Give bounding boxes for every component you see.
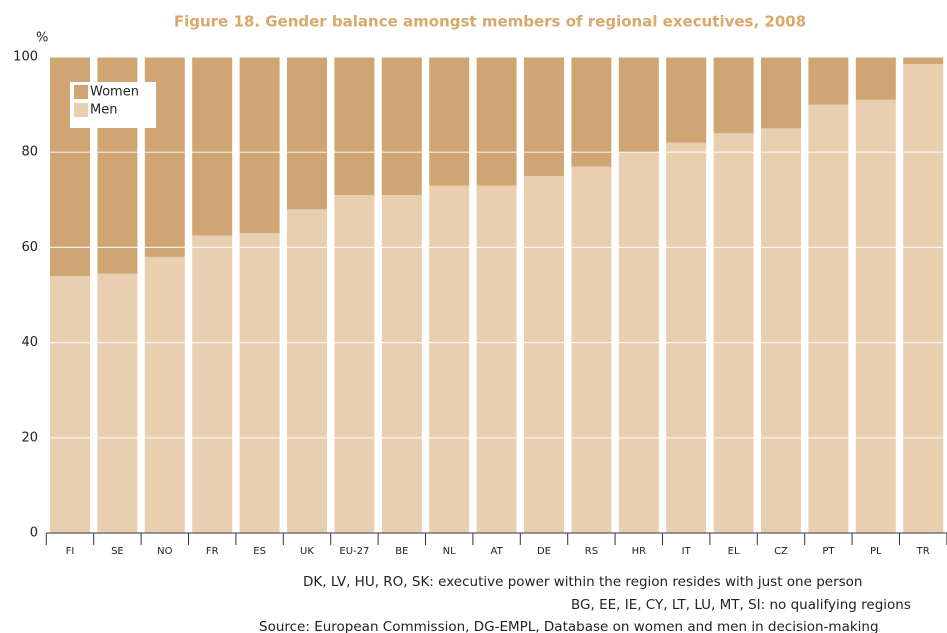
bar-segment xyxy=(855,57,896,100)
x-tick-label: BE xyxy=(395,546,408,557)
bar-segment xyxy=(97,273,138,533)
bar-segment xyxy=(381,57,422,196)
bar-segment xyxy=(666,57,707,143)
note: DK, LV, HU, RO, SK: executive power with… xyxy=(303,574,863,590)
x-tick-label: DE xyxy=(537,546,551,557)
bar-segment xyxy=(239,233,280,533)
bar-segment xyxy=(381,195,422,534)
bar-segment xyxy=(144,256,185,533)
x-tick-label: EL xyxy=(728,546,740,557)
bar-segment xyxy=(192,235,233,533)
x-tick-label: AT xyxy=(491,546,504,557)
bar-segment xyxy=(666,142,707,533)
x-tick-label: RS xyxy=(585,546,598,557)
x-tick-label: NO xyxy=(157,546,172,557)
bar-segment xyxy=(571,166,612,534)
y-tick-label: 20 xyxy=(21,430,38,445)
x-tick-label: IT xyxy=(682,546,692,557)
bar-segment xyxy=(476,185,517,533)
bar-segment xyxy=(713,57,754,134)
x-tick-label: EU-27 xyxy=(339,546,369,557)
bar-segment xyxy=(239,57,280,234)
bar-segment xyxy=(903,57,944,65)
y-tick-label: 60 xyxy=(21,240,38,255)
bar-segment xyxy=(855,99,896,533)
bar-segment xyxy=(476,57,517,186)
bar-segment xyxy=(571,57,612,167)
x-tick-label: TR xyxy=(916,546,930,557)
x-tick-label: ES xyxy=(253,546,266,557)
bar-segment xyxy=(50,275,90,533)
note: Source: European Commission, DG-EMPL, Da… xyxy=(259,619,879,633)
y-tick-label: 0 xyxy=(30,526,38,541)
x-tick-label: PL xyxy=(870,546,882,557)
x-tick-label: SE xyxy=(111,546,124,557)
bar-segment xyxy=(808,104,849,533)
bar-segment xyxy=(429,185,470,533)
bar-segment xyxy=(524,57,564,176)
x-tick-label: UK xyxy=(300,546,314,557)
x-tick-label: HR xyxy=(632,546,647,557)
bar-segment xyxy=(618,57,659,153)
bar-segment xyxy=(287,209,327,533)
y-tick-label: 100 xyxy=(13,50,38,65)
legend-swatch xyxy=(74,85,88,99)
legend-label: Women xyxy=(90,85,139,100)
x-tick-label: FR xyxy=(206,546,219,557)
y-axis-label: % xyxy=(36,31,48,46)
x-tick-label: PT xyxy=(822,546,835,557)
bar-segment xyxy=(287,57,327,210)
bar-segment xyxy=(808,57,849,105)
bar-segment xyxy=(903,64,944,533)
legend-label: Men xyxy=(90,103,117,118)
bar-segment xyxy=(429,57,470,186)
bar-segment xyxy=(334,57,375,196)
bar-segment xyxy=(761,57,801,129)
y-tick-label: 40 xyxy=(21,335,38,350)
note: BG, EE, IE, CY, LT, LU, MT, SI: no quali… xyxy=(571,597,911,613)
bar-segment xyxy=(524,176,564,533)
bar-segment xyxy=(761,128,801,533)
y-tick-label: 80 xyxy=(21,145,38,160)
chart-title: Figure 18. Gender balance amongst member… xyxy=(174,13,806,31)
legend-swatch xyxy=(74,103,88,117)
x-tick-label: NL xyxy=(443,546,456,557)
bar-segment xyxy=(713,133,754,533)
bar-segment xyxy=(334,195,375,534)
x-tick-label: CZ xyxy=(774,546,788,557)
bar-segment xyxy=(192,57,233,236)
x-tick-label: FI xyxy=(66,546,75,557)
